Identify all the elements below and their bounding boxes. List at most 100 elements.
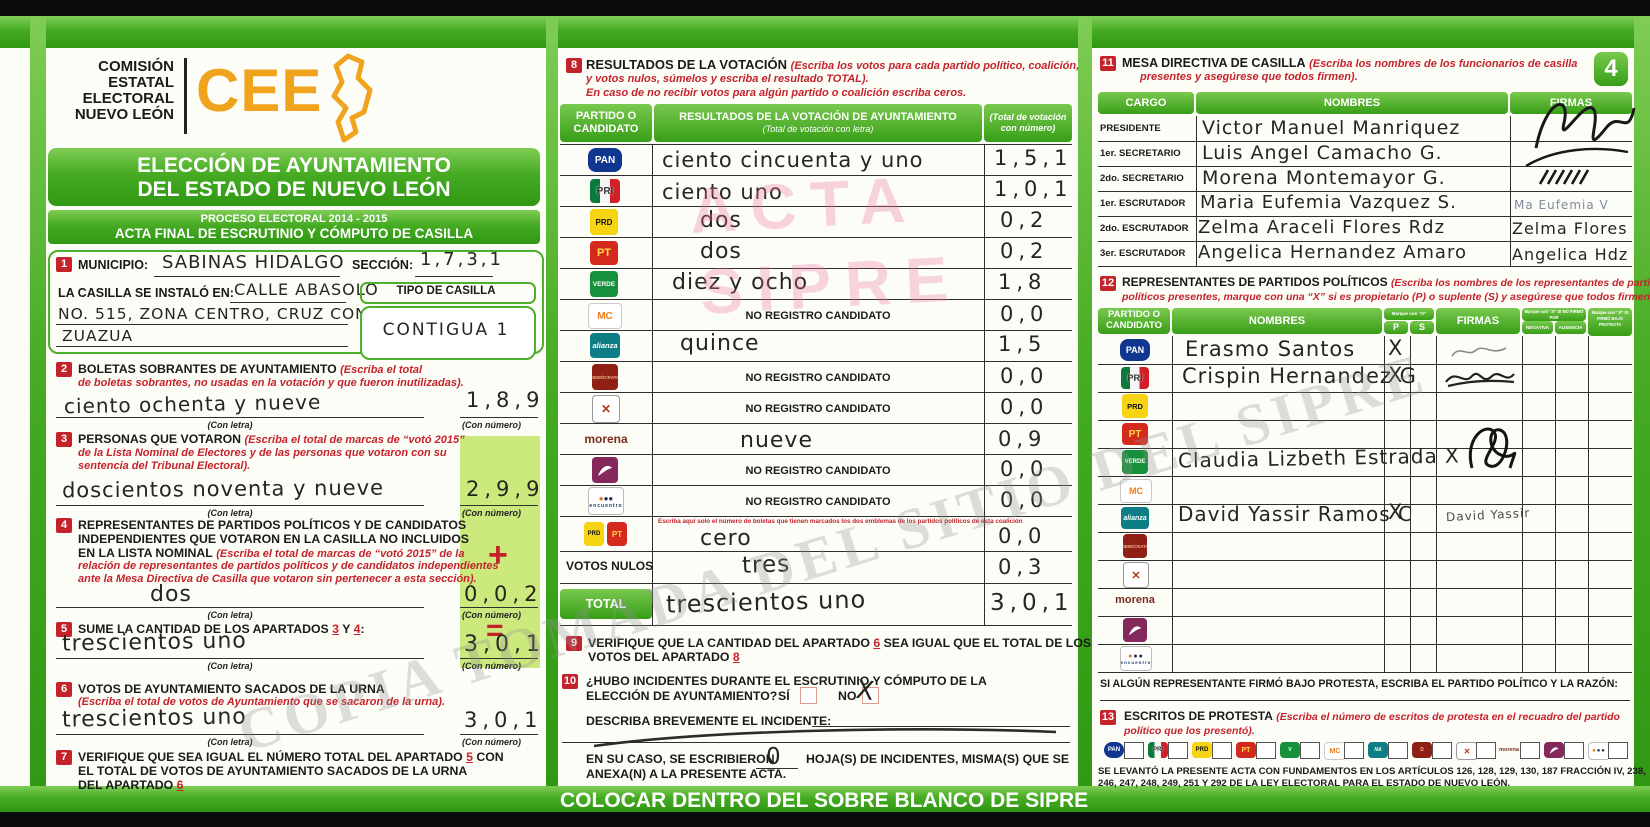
rep-alianza-logo: alianza (1121, 507, 1149, 529)
firmas-header-text: FIRMAS (1549, 97, 1593, 109)
protest-verde-box (1300, 742, 1320, 759)
section5-number: 5 (56, 622, 72, 637)
s12-marque-header: Marque con “X” (1384, 308, 1434, 320)
seccion-value: 1,7,3,1 (420, 249, 504, 270)
nombres-header: NOMBRES (1196, 92, 1508, 114)
municipio-label: MUNICIPIO: (78, 258, 149, 272)
encuentro-dots-icon: ●●● (598, 493, 614, 503)
logo-divider (184, 58, 187, 134)
section3-title: PERSONAS QUE VOTARON (78, 432, 242, 446)
section4-title-line1: REPRESENTANTES DE PARTIDOS POLÍTICOS Y D… (78, 518, 467, 532)
sum-highlight-strip (460, 436, 540, 668)
secretario2-nombre: Morena Montemayor G. (1202, 167, 1446, 189)
section9-number: 9 (566, 636, 582, 651)
protesta-instruction: SI ALGÚN REPRESENTANTE FIRMÓ BAJO PROTES… (1100, 678, 1618, 690)
section5-y: Y (342, 622, 351, 636)
rep-pt-logo: PT (1122, 423, 1148, 445)
s12-nofirmo-header: Marque con “X” SI NO FIRMÓ POR (1522, 308, 1586, 321)
firmas-header: FIRMAS (1510, 92, 1632, 114)
torn-edge-bottom (0, 812, 1650, 827)
tipo-casilla-label: TIPO DE CASILLA (396, 285, 496, 297)
prd-votes-letra: dos (700, 208, 742, 233)
hojas-value: 0 (766, 744, 782, 770)
section2-note1: (Escriba el total (340, 364, 423, 376)
cargo-presidente: PRESIDENTE (1100, 123, 1161, 134)
tipo-casilla-value: CONTIGUA 1 (382, 320, 510, 340)
con-letra-label: (Con letra) (207, 420, 253, 430)
encuentro-logo-text: encuentro (589, 502, 623, 509)
coalition-prd-logo: PRD (584, 522, 604, 546)
cargo-header: CARGO (1098, 92, 1194, 114)
protest-encuentro-box (1608, 742, 1628, 759)
partido-header-line1: PARTIDO O (575, 110, 637, 122)
ref-apartado-5: 5 (466, 750, 473, 764)
rep-pri-text: PRI (1127, 373, 1143, 383)
pt-logo: PT (590, 241, 618, 265)
si-label: SÍ (778, 689, 790, 703)
votos-urna-letra: trescientos uno (61, 704, 247, 733)
frame-right (1634, 16, 1650, 812)
ref-apartado-4: 4 (353, 622, 361, 636)
rep-encuentro-dots: ●●● (1128, 652, 1144, 660)
section9-line1: VERIFIQUE QUE LA CANTIDAD DEL APARTADO (588, 636, 870, 650)
rep-democrata-logo: DEMÓCRATA (1123, 534, 1147, 558)
pri-votes-numero: 1,0,1 (994, 177, 1073, 201)
total-label: TOTAL (585, 597, 627, 611)
casilla-address-line3: ZUAZUA (62, 327, 134, 345)
democrata-logo-text: DEMÓCRATA (592, 374, 618, 380)
s12-p-header: P (1384, 321, 1408, 334)
nuevo-leon-outline-icon (331, 53, 373, 143)
protest-cruzada-box (1476, 742, 1496, 759)
hojas-post1: HOJA(S) DE INCIDENTES, MISMA(S) QUE SE (806, 752, 1070, 766)
con-letra-label: (Con letra) (207, 508, 253, 518)
coalition-pt-logo: PT (607, 522, 627, 546)
frame-left (30, 16, 46, 812)
protest-pri-t: PRI (1152, 747, 1163, 753)
s12-ausencia-text: AUSENCIA (1558, 325, 1583, 330)
protest-mc-logo: MC (1324, 742, 1346, 760)
rep-cruzada-logo: ✕ (1123, 562, 1149, 588)
humanista-bird-icon (598, 465, 612, 476)
section4-title-line3: EN LA LISTA NOMINAL (78, 546, 213, 560)
section13-title: ESCRITOS DE PROTESTA (1124, 709, 1273, 723)
alianza-logo-text: alianza (592, 341, 618, 350)
page-number-badge: 4 (1594, 52, 1628, 86)
verde-votes-numero: 1,8 (998, 270, 1047, 294)
escrutador1-nombre: Maria Eufemia Vazquez S. (1200, 192, 1457, 213)
cargo-3er-escrutador: 3er. ESCRUTADOR (1100, 248, 1186, 259)
protest-pt-t: PT (1241, 746, 1251, 754)
section13-number: 13 (1100, 710, 1116, 725)
describa-label: DESCRIBA BREVEMENTE EL INCIDENTE: (586, 714, 832, 728)
incident-strike-line (593, 728, 1057, 748)
rep-pan-nombre: Erasmo Santos (1185, 337, 1356, 361)
escrutador2-nombre: Zelma Araceli Flores Rdz (1198, 217, 1446, 238)
casilla-address-line2: NO. 515, ZONA CENTRO, CRUZ CON CALLE (58, 305, 428, 323)
pri-logo: PRI (590, 179, 620, 203)
no-checkbox (862, 687, 879, 704)
morena-logo: morena (580, 430, 632, 448)
protest-democrata-t: D (1420, 747, 1424, 753)
ref-apartado-6b: 6 (873, 636, 881, 650)
tipo-casilla-value-box (360, 306, 536, 360)
total-label-cell: TOTAL (560, 589, 652, 619)
protest-pri-box (1168, 742, 1188, 759)
frame-top (0, 16, 1650, 48)
protest-morena-box (1520, 742, 1540, 759)
pan-votes-numero: 1,5,1 (994, 146, 1073, 170)
section7-number: 7 (56, 750, 72, 765)
rep-cruzada-x: ✕ (1131, 569, 1141, 582)
alianza-votes-letra: quince (680, 331, 760, 356)
legal-text-line1: SE LEVANTÓ LA PRESENTE ACTA CON FUNDAMEN… (1098, 766, 1646, 777)
protest-cruzada-t: ✕ (1463, 746, 1471, 756)
section13-note1: (Escriba el número de escritos de protes… (1276, 711, 1620, 723)
protest-encuentro-logo: ●●● (1588, 742, 1610, 760)
cee-logo-text: CEE (196, 57, 323, 124)
prd-logo: PRD (590, 209, 618, 235)
personas-votaron-numero: 2,9,9 (466, 477, 545, 501)
section3-number: 3 (56, 432, 72, 447)
rep-democrata-text: DEMÓCRATA (1123, 543, 1147, 549)
pt-logo-text: PT (596, 247, 612, 259)
section8-note2: y votos nulos, súmelos y escriba el resu… (586, 73, 869, 85)
s12-firmas-header: FIRMAS (1436, 308, 1520, 334)
con-numero-label: (Con número) (462, 508, 521, 518)
